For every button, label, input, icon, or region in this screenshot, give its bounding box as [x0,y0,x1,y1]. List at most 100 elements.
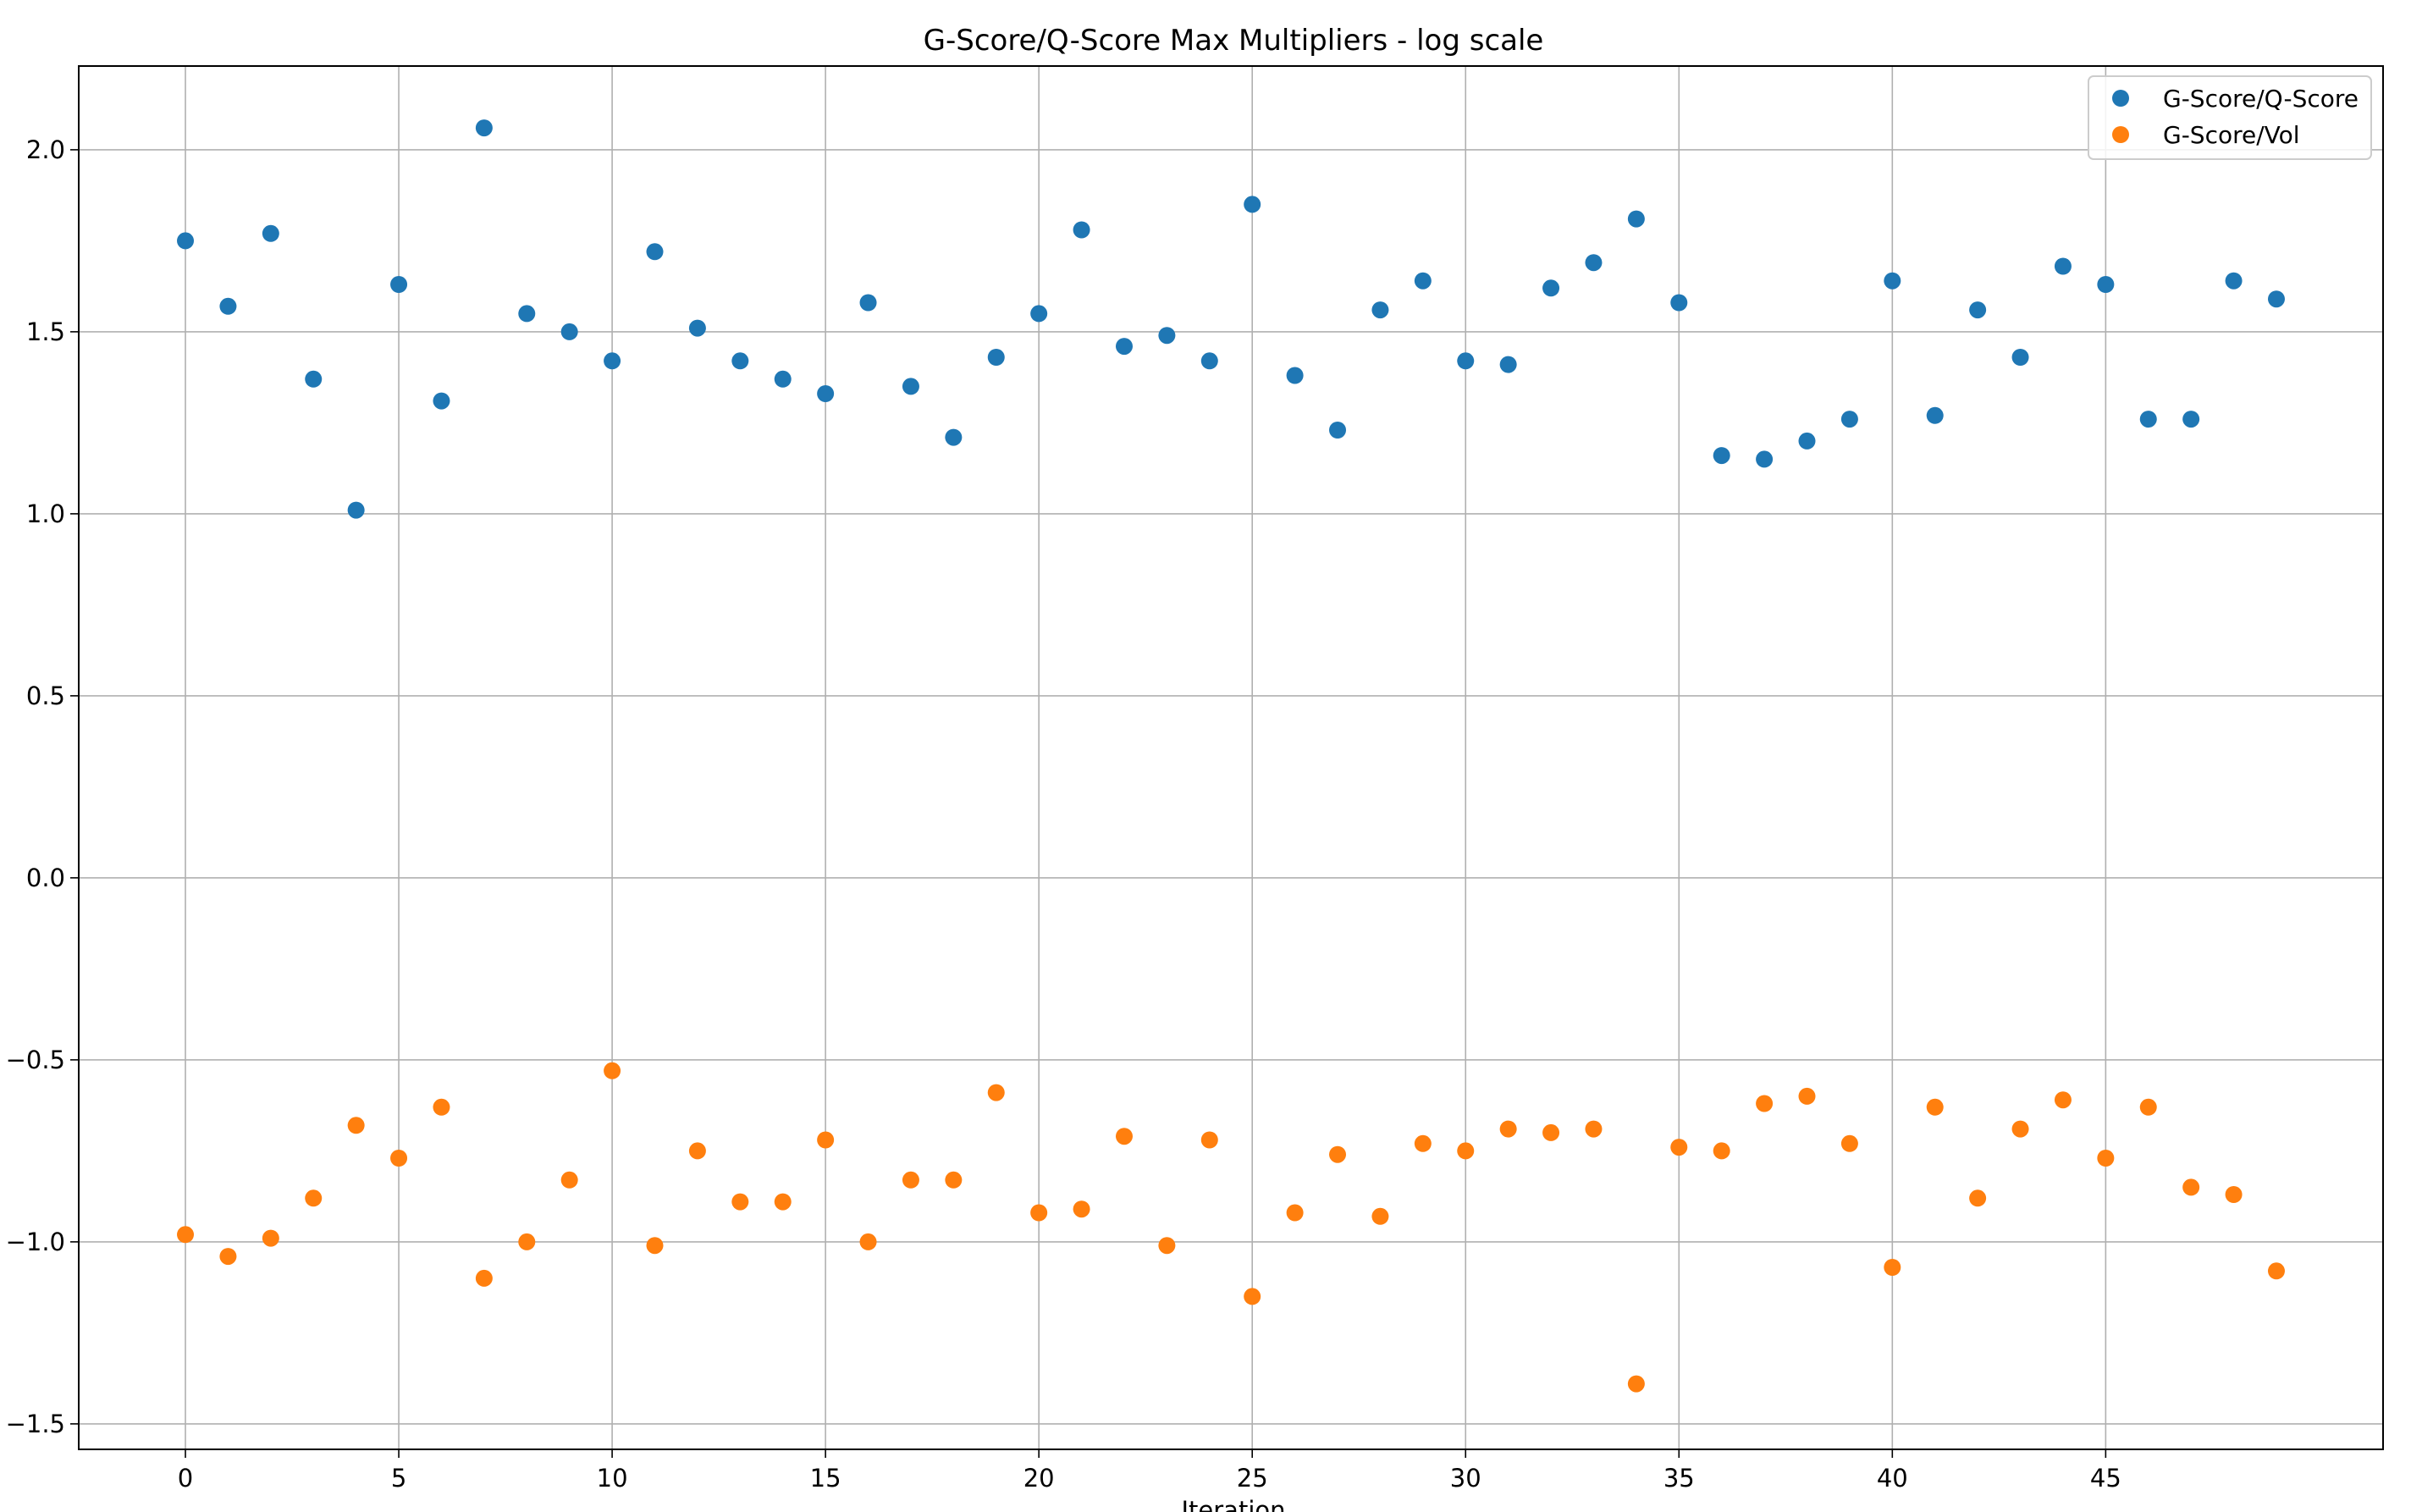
data-point [1713,447,1730,465]
data-point [1670,1139,1688,1156]
data-point [2267,1262,2285,1280]
data-point [1115,1128,1133,1145]
data-point [305,370,323,388]
data-point [945,1171,963,1189]
data-point [475,119,493,137]
y-tick-label: 0.0 [26,864,65,892]
data-point [1200,1131,1218,1149]
data-point [731,1193,749,1211]
data-point [2054,257,2072,275]
data-point [518,1233,536,1250]
grid-lines [79,66,2383,1449]
data-point [2225,1186,2243,1203]
data-point [1499,1120,1517,1138]
data-point [1073,221,1090,239]
data-point [1286,1204,1304,1222]
y-tick-label: 0.5 [26,682,65,710]
x-tick-label: 40 [1877,1464,1908,1493]
series-g-score-q-score [177,119,2285,519]
data-point [1926,406,1944,424]
data-point [560,1171,578,1189]
data-point [2011,349,2029,366]
legend-label: G-Score/Q-Score [2163,85,2359,113]
data-point [1414,272,1432,290]
data-point [1969,301,1987,319]
data-points [177,119,2285,1393]
data-point [2097,1150,2115,1167]
series-g-score-vol [177,1062,2285,1393]
data-point [859,294,877,312]
data-point [1627,1375,1645,1393]
data-point [817,385,835,402]
y-tick-label: 1.5 [26,317,65,346]
data-point [1158,327,1176,345]
data-point [2011,1120,2029,1138]
legend[interactable]: G-Score/Q-Score G-Score/Vol [2088,75,2372,160]
data-point [1030,1204,1048,1222]
data-point [1200,352,1218,370]
data-point [2139,411,2157,428]
data-point [390,276,408,293]
x-tick-label: 45 [2090,1464,2121,1493]
data-point [688,1142,706,1160]
data-point [347,501,365,519]
data-point [1756,1095,1774,1112]
data-point [262,1229,279,1247]
data-point [1371,301,1389,319]
plot-frame [78,65,2384,1450]
data-point [1542,279,1560,297]
legend-marker [2112,90,2129,107]
data-point [1798,1087,1816,1105]
data-point [1627,210,1645,228]
data-point [1670,294,1688,312]
data-point [1158,1237,1176,1255]
data-point [262,224,279,242]
data-point [902,378,919,395]
data-point [1585,254,1603,272]
data-point [1840,1134,1858,1152]
x-tick-label: 10 [597,1464,628,1493]
x-tick-label: 30 [1450,1464,1481,1493]
x-tick-label: 20 [1023,1464,1055,1493]
y-tick-label: 1.0 [26,499,65,528]
data-point [1585,1120,1603,1138]
data-point [1329,422,1347,439]
data-point [987,349,1005,366]
data-point [902,1171,919,1189]
data-point [859,1233,877,1250]
data-point [604,352,621,370]
data-point [774,1193,792,1211]
data-point [2054,1091,2072,1109]
data-point [305,1189,323,1207]
data-point [1798,432,1816,450]
data-point [1713,1142,1730,1160]
data-point [2097,276,2115,293]
x-tick-label: 35 [1663,1464,1695,1493]
data-point [1371,1207,1389,1225]
data-point [774,370,792,388]
data-point [1499,356,1517,373]
data-point [1329,1145,1347,1163]
data-point [1457,352,1475,370]
data-point [433,1098,450,1116]
x-axis-label: Iteration [1181,1496,1285,1512]
data-point [817,1131,835,1149]
legend-marker [2112,126,2129,143]
legend-box [2088,75,2372,160]
data-point [560,323,578,340]
data-point [1414,1134,1432,1152]
data-point [688,319,706,337]
y-tick-label: −1.0 [6,1228,65,1256]
data-point [1884,272,1901,290]
data-point [1926,1098,1944,1116]
data-point [433,392,450,410]
data-point [1244,196,1261,213]
data-point [219,297,237,315]
data-point [1244,1288,1261,1305]
data-point [1840,411,1858,428]
data-point [177,232,195,250]
data-point [2182,1178,2200,1196]
